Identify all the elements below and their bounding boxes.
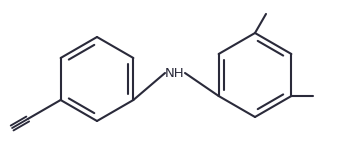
Text: NH: NH [165, 66, 185, 80]
